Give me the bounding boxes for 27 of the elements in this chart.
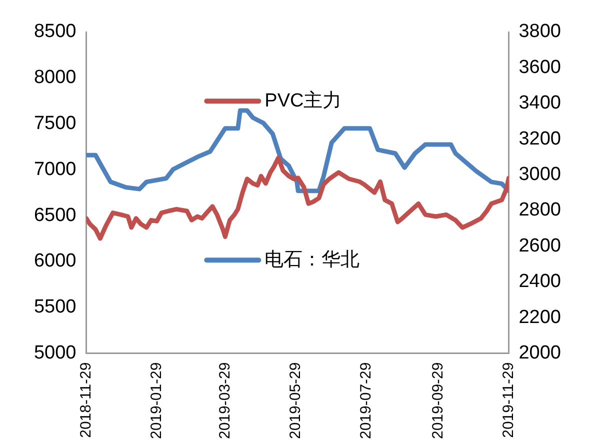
x-tick-label: 2019-05-29 — [286, 362, 304, 440]
y2-tick-label: 2800 — [518, 200, 562, 221]
y2-tick-label: 3600 — [518, 56, 562, 78]
y2-tick-label: 2200 — [518, 306, 562, 328]
x-tick-label: 2018-11-29 — [77, 362, 94, 438]
y2-tick-label: 3800 — [518, 21, 562, 42]
y2-tick-label: 2400 — [518, 271, 562, 292]
y2-tick-label: 3000 — [518, 164, 562, 186]
y-tick-label: 8000 — [34, 67, 76, 88]
y-tick-label: 7500 — [34, 113, 76, 134]
x-tick-label: 2019-11-29 — [500, 362, 517, 438]
y-tick-label: 8500 — [34, 21, 76, 42]
x-tick-label: 2019-01-29 — [148, 362, 166, 440]
y2-tick-label: 2600 — [518, 235, 562, 256]
y2-tick-label: 3200 — [518, 128, 562, 150]
y-tick-label: 6500 — [34, 204, 76, 226]
x-tick-label: 2019-09-29 — [429, 362, 446, 440]
y-tick-label: 5000 — [34, 342, 76, 364]
y2-tick-label: 3400 — [518, 92, 562, 114]
y2-tick-label: 2000 — [518, 342, 562, 364]
y-tick-label: 6000 — [34, 250, 76, 272]
y-tick-label: 5500 — [34, 296, 76, 318]
x-tick-label: 2019-07-29 — [358, 362, 375, 440]
y-tick-label: 7000 — [34, 158, 76, 180]
legend-label: PVC主力 — [264, 89, 342, 112]
legend-label: 电石：华北 — [264, 249, 360, 270]
x-tick-label: 2019-03-29 — [216, 362, 234, 440]
